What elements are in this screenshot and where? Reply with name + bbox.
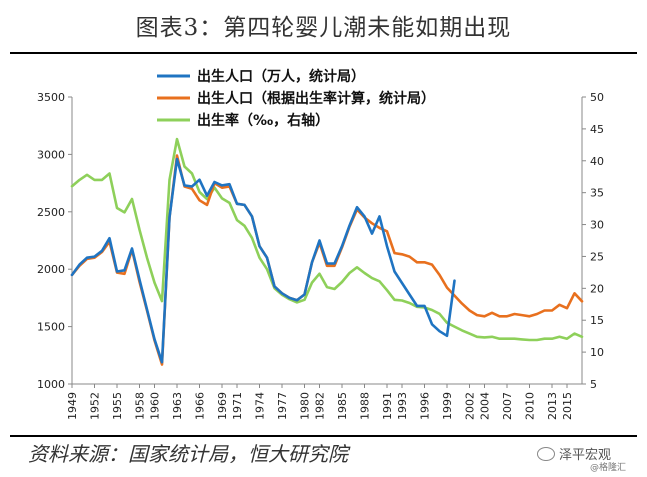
- x-tick-label: 2010: [524, 392, 537, 420]
- left-tick-label: 2500: [37, 206, 65, 219]
- x-tick-label: 1985: [336, 392, 349, 420]
- x-tick-label: 1958: [134, 392, 147, 420]
- right-tick-label: 15: [590, 314, 604, 327]
- x-tick-label: 2007: [501, 392, 514, 420]
- wechat-icon: [537, 446, 555, 461]
- title-rule: [10, 52, 637, 54]
- x-tick-label: 1952: [89, 392, 102, 420]
- x-tick-label: 2015: [561, 392, 574, 420]
- right-tick-label: 30: [590, 219, 604, 232]
- right-tick-label: 50: [590, 91, 604, 104]
- left-tick-label: 1500: [37, 321, 65, 334]
- x-tick-label: 1993: [396, 392, 409, 420]
- x-tick-label: 1982: [314, 392, 327, 420]
- right-tick-label: 20: [590, 282, 604, 295]
- x-tick-label: 1977: [276, 392, 289, 420]
- x-tick-label: 1966: [194, 392, 207, 420]
- legend-label: 出生人口（根据出生率计算，统计局）: [197, 90, 435, 107]
- x-tick-label: 1963: [171, 392, 184, 420]
- source-note: 资料来源：国家统计局，恒大研究院: [28, 442, 348, 466]
- watermark: 泽平宏观: [537, 444, 611, 463]
- x-tick-label: 2013: [546, 392, 559, 420]
- series-line-1: [70, 157, 456, 364]
- legend-label: 出生人口（万人，统计局）: [197, 68, 365, 85]
- x-tick-label: 2002: [464, 392, 477, 420]
- left-tick-label: 2000: [37, 263, 65, 276]
- x-tick-label: 1996: [419, 392, 432, 420]
- x-tick-label: 2004: [479, 392, 492, 420]
- x-tick-label: 1960: [149, 392, 162, 420]
- x-tick-label: 1980: [299, 392, 312, 420]
- x-tick-label: 1988: [359, 392, 372, 420]
- left-tick-label: 1000: [37, 378, 65, 391]
- right-tick-label: 10: [590, 346, 604, 359]
- right-tick-label: 5: [590, 378, 597, 391]
- page-title: 图表3：第四轮婴儿潮未能如期出现: [135, 15, 512, 41]
- x-tick-label: 1971: [231, 392, 244, 420]
- x-tick-label: 1969: [216, 392, 229, 420]
- x-tick-label: 1999: [441, 392, 454, 420]
- right-tick-label: 35: [590, 187, 604, 200]
- x-tick-label: 1955: [111, 392, 124, 420]
- right-tick-label: 25: [590, 250, 604, 263]
- x-tick-label: 1974: [254, 392, 267, 420]
- watermark-text: 泽平宏观: [559, 448, 612, 463]
- legend-label: 出生率（‰，右轴）: [197, 112, 329, 129]
- right-tick-label: 40: [590, 155, 604, 168]
- watermark-small: @格隆汇: [590, 463, 627, 473]
- x-tick-label: 1949: [66, 392, 79, 420]
- left-tick-label: 3000: [37, 148, 65, 161]
- x-tick-label: 1991: [381, 392, 394, 420]
- series-line-3: [70, 137, 584, 342]
- source-rule: [10, 435, 637, 437]
- right-tick-label: 45: [590, 123, 604, 136]
- left-tick-label: 3500: [37, 91, 65, 104]
